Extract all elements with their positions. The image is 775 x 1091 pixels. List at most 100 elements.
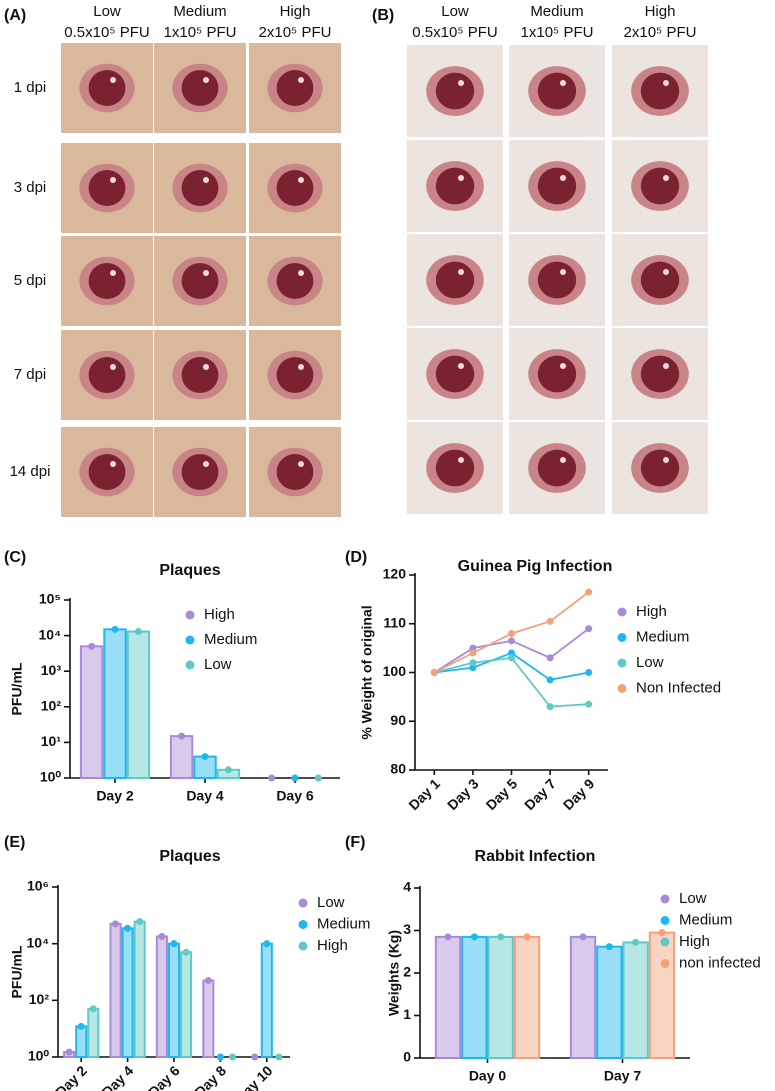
- y-tick-label: 4: [403, 879, 411, 895]
- bar-dot: [228, 1053, 236, 1061]
- point: [430, 669, 438, 676]
- bar-dot: [111, 625, 119, 633]
- panel-label: (B): [372, 7, 394, 24]
- bar-dot: [579, 933, 587, 941]
- eye-iris: [435, 261, 475, 299]
- eye-glint: [298, 270, 304, 276]
- legend-marker: [617, 633, 627, 642]
- point: [585, 669, 593, 676]
- y-axis-label: PFU/mL: [9, 662, 25, 715]
- eye-iris: [88, 357, 126, 393]
- bar-dot: [124, 924, 132, 932]
- y-tick-label: 10⁴: [27, 934, 50, 950]
- eye-glint: [110, 177, 116, 183]
- bar: [202, 979, 215, 1058]
- y-tick-label: 2: [403, 964, 411, 980]
- bar-dot: [65, 1048, 73, 1056]
- legend-marker: [298, 898, 308, 908]
- bar-dot: [216, 1053, 224, 1061]
- y-tick-label: 120: [383, 566, 407, 582]
- column-amount: 0.5x10⁵ PFU: [412, 24, 497, 41]
- point: [585, 700, 593, 708]
- eye-iris: [181, 70, 219, 106]
- x-tick-label: Day 4: [99, 1062, 137, 1091]
- y-tick-label: 1: [403, 1006, 411, 1022]
- eye-iris: [276, 170, 314, 206]
- x-tick-label: Day 8: [191, 1062, 229, 1091]
- eye-glint: [458, 269, 464, 275]
- column-amount: 2x10⁵ PFU: [259, 24, 332, 41]
- bar: [75, 1025, 88, 1059]
- x-tick-label: Day 1: [405, 775, 443, 813]
- bar: [79, 645, 104, 779]
- point: [469, 659, 477, 667]
- column-dose: High: [645, 3, 676, 20]
- bar: [622, 941, 649, 1060]
- bar-dot: [170, 940, 178, 948]
- legend-marker: [185, 635, 195, 645]
- bar-dot: [268, 774, 276, 782]
- x-tick-label: Day 2: [52, 1062, 90, 1091]
- eye-glint: [203, 177, 209, 183]
- eye-iris: [276, 357, 314, 393]
- row-label: 3 dpi: [14, 179, 47, 196]
- bar: [126, 630, 151, 780]
- eye-iris: [435, 355, 475, 393]
- point: [469, 649, 477, 657]
- eye-glint: [663, 80, 669, 86]
- legend-marker: [617, 658, 627, 668]
- eye-glint: [298, 461, 304, 467]
- eye-glint: [560, 457, 566, 463]
- x-tick-label: Day 6: [276, 788, 314, 804]
- eye-glint: [458, 363, 464, 369]
- y-tick-label: 10²: [41, 698, 62, 714]
- panel-label: (D): [345, 549, 367, 566]
- bar-dot: [224, 766, 232, 774]
- column-dose: Low: [93, 3, 121, 20]
- legend-label: Medium: [204, 631, 257, 648]
- eye-glint: [298, 177, 304, 183]
- y-axis-label: Weights (Kg): [386, 930, 402, 1016]
- legend-label: Low: [317, 894, 345, 911]
- eye-iris: [276, 454, 314, 490]
- bar-dot: [470, 933, 478, 941]
- eye-iris: [537, 449, 577, 487]
- eye-iris: [537, 167, 577, 205]
- x-tick-label: Day 0: [469, 1068, 507, 1084]
- chart-title: Guinea Pig Infection: [458, 558, 613, 575]
- y-tick-label: 10⁰: [40, 769, 62, 785]
- legend-marker: [298, 941, 308, 951]
- eye-iris: [537, 261, 577, 299]
- line: [434, 656, 589, 708]
- eye-glint: [663, 457, 669, 463]
- column-amount: 2x10⁵ PFU: [624, 24, 697, 41]
- bar-dot: [658, 929, 666, 937]
- eye-iris: [435, 72, 475, 110]
- panel-label: (A): [4, 7, 26, 24]
- column-dose: Low: [441, 3, 469, 20]
- eye-glint: [203, 270, 209, 276]
- point: [585, 588, 593, 596]
- eye-iris: [640, 449, 680, 487]
- point: [508, 654, 515, 662]
- bar: [648, 931, 676, 1059]
- column-amount: 0.5x10⁵ PFU: [64, 24, 149, 41]
- legend-label: Medium: [317, 915, 370, 932]
- y-tick-label: 90: [390, 712, 406, 728]
- bar-dot: [158, 932, 166, 940]
- column-amount: 1x10⁵ PFU: [521, 24, 594, 41]
- eye-glint: [203, 77, 209, 83]
- row-label: 5 dpi: [14, 272, 47, 289]
- bar: [155, 935, 168, 1059]
- x-tick-label: Day 4: [186, 788, 224, 804]
- bar-dot: [523, 933, 531, 941]
- eye-glint: [560, 175, 566, 181]
- eye-iris: [181, 454, 219, 490]
- bar: [133, 920, 146, 1058]
- legend-label: Medium: [679, 911, 732, 928]
- bar-dot: [178, 732, 186, 740]
- y-tick-label: 10²: [29, 991, 50, 1007]
- eye-iris: [640, 72, 680, 110]
- bar: [487, 935, 514, 1059]
